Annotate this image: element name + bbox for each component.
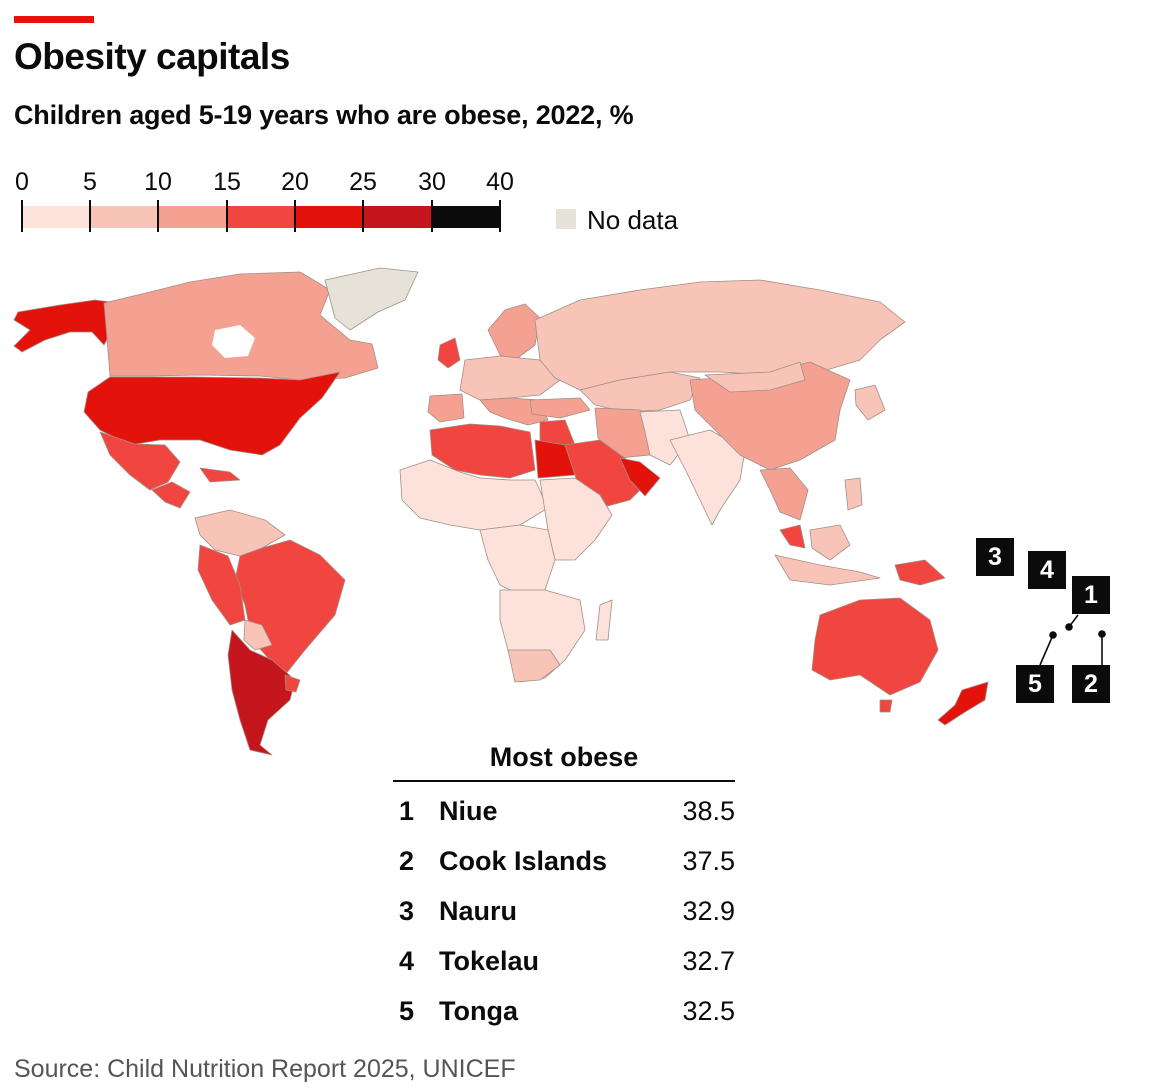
- country-name: Tokelau: [439, 946, 540, 976]
- legend-color-band: [158, 206, 227, 228]
- legend-color-band: [295, 206, 363, 228]
- accent-bar: [14, 16, 94, 23]
- region-png: [894, 559, 946, 586]
- country-name: Tonga: [439, 996, 518, 1026]
- callout-badge-1: 1: [1072, 576, 1110, 614]
- region-tasmania: [879, 699, 893, 713]
- region-mexico: [99, 431, 181, 491]
- region-russia: [534, 279, 906, 391]
- legend-color-band: [363, 206, 432, 228]
- legend-tick: 0: [15, 168, 29, 196]
- region-borneo: [809, 524, 851, 561]
- region-central-africa: [479, 524, 556, 596]
- rank-number: 3: [399, 896, 415, 926]
- region-scandinavia: [487, 303, 541, 361]
- region-western-europe: [459, 355, 561, 401]
- region-caribbean: [199, 467, 241, 483]
- ranking-heading: Most obese: [489, 742, 639, 772]
- obesity-value: 32.5: [682, 996, 735, 1026]
- region-central-america: [151, 481, 191, 509]
- region-mongolia: [704, 361, 806, 393]
- no-data-label: No data: [587, 205, 679, 235]
- legend-tick: 20: [281, 168, 309, 196]
- ranking-row: 4 Tokelau 32.7: [393, 938, 735, 988]
- obesity-value: 32.9: [682, 896, 735, 926]
- obesity-value: 38.5: [682, 796, 735, 826]
- region-egypt: [534, 439, 576, 479]
- rank-number: 2: [399, 846, 415, 876]
- no-data-swatch: [556, 209, 576, 229]
- region-madagascar: [595, 599, 613, 641]
- legend-color-band: [90, 206, 158, 228]
- region-greenland: [324, 267, 419, 331]
- region-turkey: [529, 397, 591, 419]
- region-malaysia: [779, 524, 806, 549]
- region-new-zealand: [937, 681, 989, 726]
- legend-tick: 30: [418, 168, 446, 196]
- region-uk: [437, 337, 461, 369]
- ranking-row: 3 Nauru 32.9: [393, 888, 735, 938]
- legend-dividers: [0, 200, 520, 234]
- region-argentina: [227, 629, 296, 756]
- legend-color-scale: [22, 206, 500, 230]
- region-iberia: [427, 393, 465, 423]
- legend-color-band: [227, 206, 295, 228]
- obesity-value: 32.7: [682, 946, 735, 976]
- legend-tick: 40: [486, 168, 514, 196]
- region-australia: [811, 597, 939, 696]
- obesity-value: 37.5: [682, 846, 735, 876]
- callout-badge-5: 5: [1016, 665, 1054, 703]
- ranking-table: 1 Niue 38.5 2 Cook Islands 37.5 3 Nauru …: [393, 788, 735, 1038]
- callout-badge-4: 4: [1028, 551, 1066, 589]
- rank-number: 5: [399, 996, 415, 1026]
- legend-tick: 5: [83, 168, 97, 196]
- legend-tick: 15: [213, 168, 241, 196]
- hudson-bay: [212, 325, 255, 358]
- country-name: Cook Islands: [439, 846, 608, 876]
- legend-tick-labels: 0 5 10 15 20 25 30 40: [0, 168, 560, 200]
- region-alaska: [13, 299, 119, 353]
- region-uruguay: [284, 674, 301, 693]
- callout-badge-3: 3: [976, 538, 1014, 576]
- rank-number: 1: [399, 796, 415, 826]
- region-philippines: [844, 477, 863, 511]
- chart-title: Obesity capitals: [14, 36, 290, 77]
- region-southeast-asia: [759, 467, 809, 521]
- region-korea-japan: [854, 384, 886, 421]
- legend-color-band: [432, 206, 500, 228]
- ranking-rule: [393, 780, 735, 782]
- source-note: Source: Child Nutrition Report 2025, UNI…: [14, 1055, 516, 1083]
- callout-badge-2: 2: [1072, 665, 1110, 703]
- region-peru: [197, 544, 246, 626]
- world-map: [13, 267, 1106, 756]
- region-gulf: [619, 457, 661, 497]
- legend-tick: 25: [349, 168, 377, 196]
- region-indonesia: [774, 554, 881, 586]
- country-name: Niue: [439, 796, 498, 826]
- ranking-row: 2 Cook Islands 37.5: [393, 838, 735, 888]
- region-bolivia: [243, 619, 273, 651]
- country-name: Nauru: [439, 896, 518, 926]
- region-south-africa: [507, 649, 561, 683]
- ranking-row: 1 Niue 38.5: [393, 788, 735, 838]
- callout-leaders: [1039, 614, 1106, 666]
- ranking-row: 5 Tonga 32.5: [393, 988, 735, 1038]
- chart-subtitle: Children aged 5-19 years who are obese, …: [14, 100, 634, 130]
- legend-tick: 10: [144, 168, 172, 196]
- region-central-asia: [579, 371, 701, 413]
- region-algeria-libya: [429, 423, 536, 479]
- legend-color-band: [22, 206, 90, 228]
- rank-number: 4: [399, 946, 415, 976]
